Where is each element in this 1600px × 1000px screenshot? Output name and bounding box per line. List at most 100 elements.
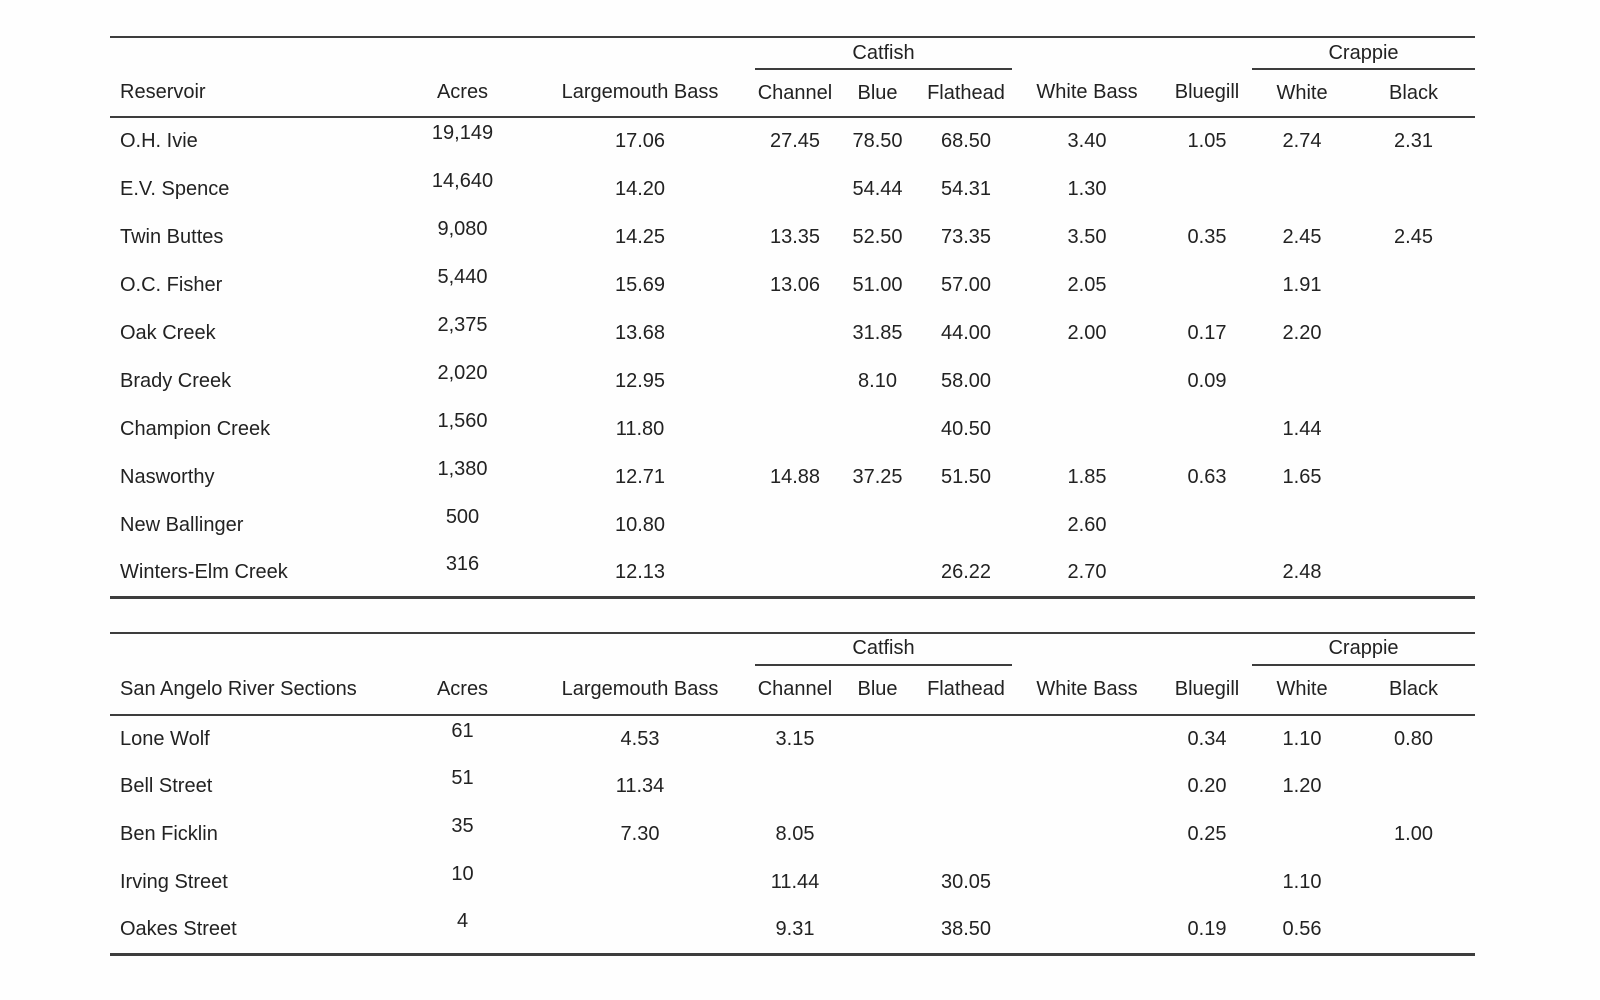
data-cell bbox=[1352, 906, 1476, 956]
data-cell bbox=[1352, 549, 1476, 599]
data-cell bbox=[835, 549, 920, 599]
data-cell bbox=[1162, 501, 1252, 549]
acres-cell: 500 bbox=[400, 501, 525, 549]
column-header-largemouth-bass: Largemouth Bass bbox=[525, 664, 755, 716]
data-cell bbox=[1012, 405, 1162, 453]
data-cell bbox=[755, 309, 835, 357]
acres-value: 35 bbox=[451, 815, 474, 837]
data-cell: 0.25 bbox=[1187, 823, 1227, 845]
data-cell: 3.40 bbox=[1067, 130, 1107, 152]
data-cell: 1.44 bbox=[1282, 417, 1322, 440]
row-label: Brady Creek bbox=[120, 369, 232, 392]
acres-cell: 1,560 bbox=[400, 405, 525, 453]
data-cell: 1.05 bbox=[1187, 130, 1227, 152]
row-label: Bell Street bbox=[120, 775, 213, 797]
data-cell bbox=[525, 906, 755, 956]
row-label: E.V. Spence bbox=[120, 177, 230, 200]
data-cell: 38.50 bbox=[920, 906, 1012, 956]
column-header-acres: Acres bbox=[400, 69, 525, 118]
data-cell bbox=[835, 501, 920, 549]
table-row: Bell Street 51 11.34 0.20 1.20 bbox=[110, 763, 1475, 811]
acres-cell: 10 bbox=[400, 859, 525, 907]
column-header-blue: Blue bbox=[835, 664, 920, 716]
acres-cell: 2,020 bbox=[400, 357, 525, 405]
table-row: O.H. Ivie 19,149 17.06 27.45 78.50 68.50 3.40 1… bbox=[110, 117, 1475, 165]
acres-cell: 61 bbox=[400, 715, 525, 763]
data-cell bbox=[1162, 405, 1252, 453]
data-cell bbox=[1352, 859, 1475, 907]
data-cell: 26.22 bbox=[920, 549, 1012, 599]
table-row: Brady Creek 2,020 12.95 8.10 58.00 0.09 bbox=[110, 357, 1475, 405]
data-cell bbox=[1352, 453, 1475, 501]
data-cell: 2.70 bbox=[1012, 549, 1162, 599]
data-cell bbox=[755, 763, 835, 811]
acres-cell: 51 bbox=[400, 763, 525, 811]
row-label: Champion Creek bbox=[120, 417, 271, 440]
data-cell: 51.50 bbox=[940, 465, 992, 488]
data-cell bbox=[1252, 165, 1352, 213]
data-cell bbox=[755, 501, 835, 549]
data-cell: 13.35 bbox=[769, 225, 821, 248]
acres-value: 61 bbox=[451, 719, 474, 742]
data-cell: 13.06 bbox=[769, 273, 821, 296]
group-header-spacer bbox=[110, 36, 755, 69]
data-cell: 52.50 bbox=[852, 225, 903, 248]
catfish-group-header: Catfish bbox=[755, 36, 1012, 70]
data-cell bbox=[1252, 811, 1352, 859]
data-cell: 4.53 bbox=[620, 727, 660, 750]
data-cell: 27.45 bbox=[769, 130, 821, 152]
data-cell: 0.20 bbox=[1187, 775, 1227, 797]
data-cell bbox=[1162, 859, 1252, 907]
acres-cell: 9,080 bbox=[400, 213, 525, 261]
column-header-san-angelo-river-sections: San Angelo River Sections bbox=[110, 664, 400, 716]
acres-cell: 19,149 bbox=[400, 117, 525, 165]
acres-value: 500 bbox=[445, 505, 480, 528]
data-cell: 1.91 bbox=[1282, 273, 1322, 296]
table-row: Winters-Elm Creek 316 12.13 26.22 2.70 2.48 bbox=[110, 549, 1476, 599]
column-header-crappie-white: White bbox=[1252, 664, 1352, 716]
column-header-largemouth-bass: Largemouth Bass bbox=[525, 69, 755, 118]
data-cell: 0.56 bbox=[1252, 906, 1352, 956]
column-header-channel: Channel bbox=[755, 69, 835, 118]
river-sections-table-header: Catfish Crappie San Angelo River Section… bbox=[110, 631, 1476, 716]
data-cell bbox=[835, 859, 920, 907]
data-cell: 0.63 bbox=[1187, 465, 1227, 488]
acres-cell: 316 bbox=[400, 549, 525, 599]
column-header-acres: Acres bbox=[400, 664, 525, 716]
data-cell bbox=[1352, 165, 1475, 213]
data-cell bbox=[755, 357, 835, 405]
data-cell: 1.85 bbox=[1067, 465, 1107, 488]
data-cell: 57.00 bbox=[940, 273, 992, 296]
data-cell: 8.05 bbox=[775, 823, 815, 845]
row-label: Oak Creek bbox=[120, 321, 216, 344]
acres-value: 2,375 bbox=[437, 313, 488, 336]
data-cell: 1.10 bbox=[1282, 727, 1322, 750]
table-row: Lone Wolf 61 4.53 3.15 0.34 1.10 0.80 bbox=[110, 715, 1475, 763]
acres-value: 9,080 bbox=[437, 217, 488, 240]
acres-cell: 14,640 bbox=[400, 165, 525, 213]
table-gap bbox=[110, 599, 1600, 632]
acres-value: 51 bbox=[451, 767, 474, 789]
data-cell: 14.25 bbox=[614, 225, 666, 248]
group-header-row: Catfish Crappie bbox=[110, 631, 1476, 666]
data-cell: 78.50 bbox=[852, 130, 903, 152]
row-label: Lone Wolf bbox=[120, 727, 210, 750]
row-label: Irving Street bbox=[120, 871, 228, 893]
data-cell bbox=[755, 549, 835, 599]
acres-cell: 2,375 bbox=[400, 309, 525, 357]
data-cell: 8.10 bbox=[858, 369, 897, 392]
acres-value: 316 bbox=[445, 552, 480, 575]
column-header-flathead: Flathead bbox=[920, 69, 1012, 118]
data-cell: 54.31 bbox=[940, 177, 992, 200]
table-row: New Ballinger 500 10.80 2.60 bbox=[110, 501, 1475, 549]
data-cell: 3.15 bbox=[775, 727, 815, 750]
data-cell: 11.34 bbox=[615, 775, 665, 797]
data-cell: 1.65 bbox=[1282, 465, 1322, 488]
table-row: Oakes Street 4 9.31 38.50 0.19 0.56 bbox=[110, 906, 1476, 956]
table-row: Champion Creek 1,560 11.80 40.50 1.44 bbox=[110, 405, 1475, 453]
data-cell: 9.31 bbox=[755, 906, 835, 956]
data-cell: 58.00 bbox=[940, 369, 992, 392]
row-label: O.C. Fisher bbox=[120, 273, 223, 296]
row-label: Oakes Street bbox=[110, 906, 400, 956]
data-cell: 12.71 bbox=[614, 465, 666, 488]
